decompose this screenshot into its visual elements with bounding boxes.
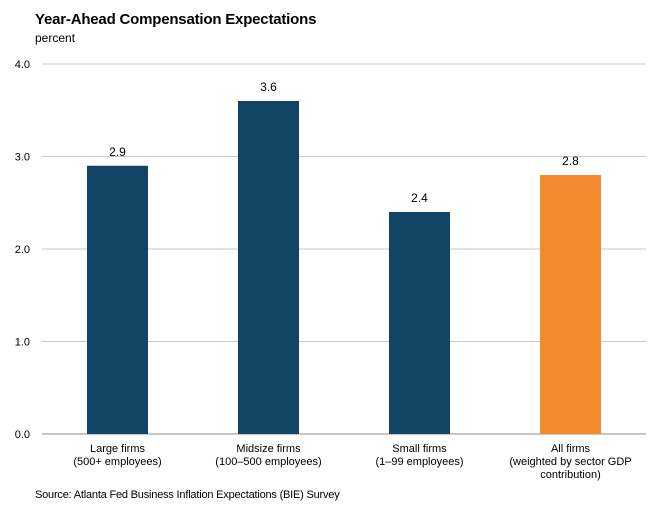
y-tick-label: 1.0 bbox=[15, 337, 30, 349]
data-label: 2.9 bbox=[109, 145, 126, 159]
x-category-label: Large firms (500+ employees) bbox=[73, 443, 161, 468]
bar bbox=[389, 212, 450, 434]
x-category-label: Midsize firms (100–500 employees) bbox=[215, 443, 321, 468]
x-category-label: Small firms (1–99 employees) bbox=[375, 443, 463, 468]
y-tick-label: 2.0 bbox=[15, 244, 30, 256]
data-label: 2.4 bbox=[411, 191, 428, 205]
data-label: 3.6 bbox=[260, 80, 277, 94]
y-axis-unit-label: percent bbox=[35, 31, 76, 45]
data-label: 2.8 bbox=[562, 154, 579, 168]
source-note: Source: Atlanta Fed Business Inflation E… bbox=[35, 489, 340, 501]
y-tick-label: 4.0 bbox=[15, 59, 30, 71]
bar bbox=[540, 175, 601, 434]
chart-title: Year-Ahead Compensation Expectations bbox=[35, 11, 317, 28]
bar bbox=[87, 165, 148, 434]
y-tick-label: 3.0 bbox=[15, 152, 30, 164]
y-tick-label: 0.0 bbox=[15, 429, 30, 441]
x-category-label: All firms (weighted by sector GDP contribu… bbox=[509, 443, 631, 481]
bar bbox=[238, 101, 299, 434]
